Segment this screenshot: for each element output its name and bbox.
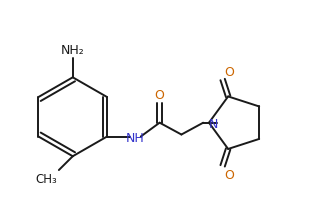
Text: O: O [155,88,165,101]
Text: NH₂: NH₂ [61,43,85,56]
Text: NH: NH [126,131,144,144]
Text: CH₃: CH₃ [35,172,57,185]
Text: O: O [225,168,234,181]
Text: N: N [208,118,218,130]
Text: O: O [225,65,234,78]
